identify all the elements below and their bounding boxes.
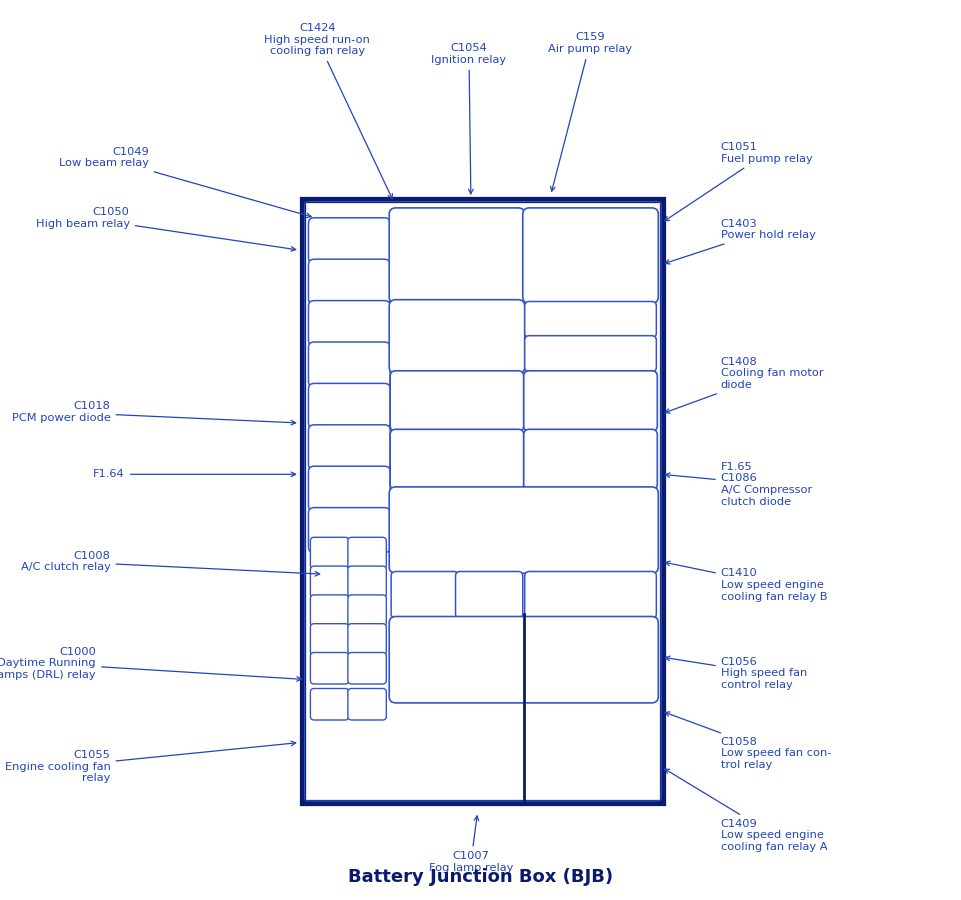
FancyBboxPatch shape	[525, 572, 656, 618]
FancyBboxPatch shape	[348, 688, 386, 720]
FancyBboxPatch shape	[348, 537, 386, 569]
FancyBboxPatch shape	[308, 218, 390, 263]
FancyBboxPatch shape	[308, 259, 390, 304]
FancyBboxPatch shape	[524, 371, 657, 431]
FancyBboxPatch shape	[308, 466, 390, 511]
FancyBboxPatch shape	[390, 371, 524, 431]
FancyBboxPatch shape	[390, 429, 524, 490]
Text: C1018
PCM power diode: C1018 PCM power diode	[12, 401, 296, 425]
Text: C1410
Low speed engine
cooling fan relay B: C1410 Low speed engine cooling fan relay…	[665, 561, 827, 601]
FancyBboxPatch shape	[308, 342, 390, 387]
FancyBboxPatch shape	[525, 302, 656, 338]
Text: C1051
Fuel pump relay: C1051 Fuel pump relay	[665, 142, 812, 220]
FancyBboxPatch shape	[310, 537, 349, 569]
Text: C1403
Power hold relay: C1403 Power hold relay	[665, 219, 816, 264]
FancyBboxPatch shape	[389, 300, 525, 373]
Text: C1408
Cooling fan motor
diode: C1408 Cooling fan motor diode	[665, 357, 824, 413]
FancyBboxPatch shape	[310, 566, 349, 598]
FancyBboxPatch shape	[389, 487, 658, 573]
FancyBboxPatch shape	[308, 425, 390, 470]
Text: C1049
Low beam relay: C1049 Low beam relay	[59, 147, 311, 218]
FancyBboxPatch shape	[308, 383, 390, 428]
FancyBboxPatch shape	[348, 624, 386, 655]
Text: C1008
A/C clutch relay: C1008 A/C clutch relay	[20, 551, 320, 576]
FancyBboxPatch shape	[348, 595, 386, 626]
FancyBboxPatch shape	[389, 208, 525, 303]
Text: C1054
Ignition relay: C1054 Ignition relay	[431, 43, 506, 194]
Text: C1409
Low speed engine
cooling fan relay A: C1409 Low speed engine cooling fan relay…	[665, 769, 827, 851]
Text: C1000
Daytime Running
Lamps (DRL) relay: C1000 Daytime Running Lamps (DRL) relay	[0, 647, 302, 681]
Text: Battery Junction Box (BJB): Battery Junction Box (BJB)	[348, 868, 613, 886]
Text: F1.65
C1086
A/C Compressor
clutch diode: F1.65 C1086 A/C Compressor clutch diode	[665, 462, 812, 507]
FancyBboxPatch shape	[308, 508, 390, 553]
Text: C1055
Engine cooling fan
relay: C1055 Engine cooling fan relay	[5, 741, 296, 783]
Text: F1.64: F1.64	[93, 469, 296, 480]
FancyBboxPatch shape	[310, 688, 349, 720]
FancyBboxPatch shape	[348, 566, 386, 598]
FancyBboxPatch shape	[389, 616, 658, 703]
FancyBboxPatch shape	[391, 572, 458, 618]
FancyBboxPatch shape	[523, 208, 658, 303]
Text: C1058
Low speed fan con-
trol relay: C1058 Low speed fan con- trol relay	[665, 712, 831, 769]
FancyBboxPatch shape	[348, 652, 386, 684]
Text: C1056
High speed fan
control relay: C1056 High speed fan control relay	[665, 656, 807, 689]
Text: C1007
Fog lamp relay: C1007 Fog lamp relay	[429, 816, 513, 873]
Text: C159
Air pump relay: C159 Air pump relay	[548, 32, 632, 192]
FancyBboxPatch shape	[525, 336, 656, 372]
FancyBboxPatch shape	[310, 595, 349, 626]
FancyBboxPatch shape	[524, 429, 657, 490]
FancyBboxPatch shape	[310, 652, 349, 684]
Text: C1050
High beam relay: C1050 High beam relay	[36, 207, 296, 251]
FancyBboxPatch shape	[308, 301, 390, 346]
Text: C1424
High speed run-on
cooling fan relay: C1424 High speed run-on cooling fan rela…	[264, 23, 392, 199]
FancyBboxPatch shape	[456, 572, 523, 618]
Bar	[303, 200, 663, 803]
FancyBboxPatch shape	[310, 624, 349, 655]
